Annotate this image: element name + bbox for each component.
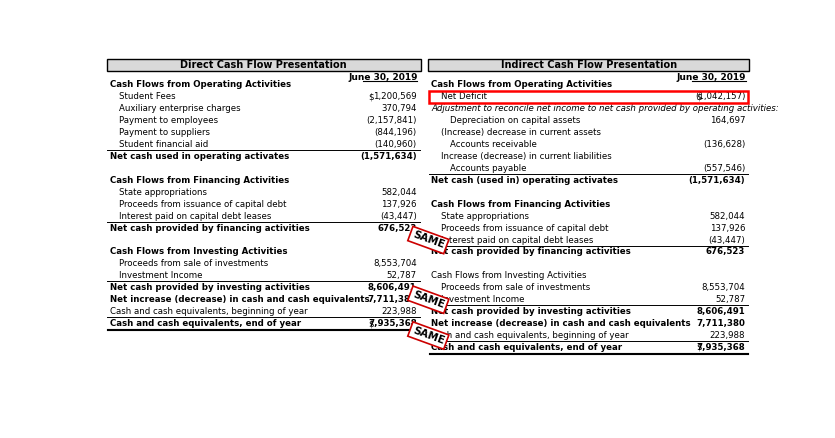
Text: 370,794: 370,794 — [382, 104, 417, 113]
Text: Cash Flows from Investing Activities: Cash Flows from Investing Activities — [432, 272, 587, 280]
Text: 582,044: 582,044 — [710, 212, 746, 221]
Bar — [429, 91, 748, 103]
Text: Cash and cash equivalents, beginning of year: Cash and cash equivalents, beginning of … — [432, 331, 629, 340]
Text: Proceeds from sale of investments: Proceeds from sale of investments — [441, 283, 590, 292]
Text: June 30, 2019: June 30, 2019 — [348, 73, 418, 82]
Text: 7,711,380: 7,711,380 — [368, 295, 417, 304]
Bar — [428, 59, 749, 71]
Text: Cash Flows from Financing Activities: Cash Flows from Financing Activities — [432, 200, 610, 209]
Text: Cash and cash equivalents, end of year: Cash and cash equivalents, end of year — [432, 343, 623, 352]
Bar — [107, 59, 421, 71]
Text: Adjustment to reconcile net income to net cash provided by operating activities:: Adjustment to reconcile net income to ne… — [432, 104, 779, 113]
Text: Payment to employees: Payment to employees — [119, 116, 218, 125]
Text: Accounts receivable: Accounts receivable — [450, 140, 537, 149]
Text: Interest paid on capital debt leases: Interest paid on capital debt leases — [441, 236, 593, 244]
Text: SAME: SAME — [411, 230, 446, 251]
Text: (140,960): (140,960) — [375, 140, 417, 149]
Text: $: $ — [368, 92, 373, 101]
Text: 7,711,380: 7,711,380 — [696, 319, 746, 328]
Text: 8,606,491: 8,606,491 — [368, 283, 417, 292]
Text: 164,697: 164,697 — [710, 116, 746, 125]
Text: 8,606,491: 8,606,491 — [696, 307, 746, 316]
Text: Cash and cash equivalents, end of year: Cash and cash equivalents, end of year — [109, 319, 301, 328]
Text: Net cash (used in) operating activates: Net cash (used in) operating activates — [432, 176, 619, 185]
Text: $: $ — [696, 92, 702, 101]
Text: Student Fees: Student Fees — [119, 92, 175, 101]
Text: June 30, 2019: June 30, 2019 — [676, 73, 746, 82]
Text: 676,523: 676,523 — [706, 247, 746, 257]
Text: Net Deficit: Net Deficit — [441, 92, 487, 101]
Text: (43,447): (43,447) — [380, 212, 417, 221]
Text: 1,200,569: 1,200,569 — [373, 92, 417, 101]
Text: 8,553,704: 8,553,704 — [701, 283, 746, 292]
Text: Net cash provided by investing activities: Net cash provided by investing activitie… — [432, 307, 631, 316]
Text: Depreciation on capital assets: Depreciation on capital assets — [450, 116, 580, 125]
Text: 52,787: 52,787 — [715, 295, 746, 304]
Text: Investment Income: Investment Income — [119, 272, 203, 280]
Text: Cash Flows from Operating Activities: Cash Flows from Operating Activities — [432, 81, 613, 89]
Text: Auxiliary enterprise charges: Auxiliary enterprise charges — [119, 104, 240, 113]
Text: (1,042,157): (1,042,157) — [695, 92, 746, 101]
Text: 137,926: 137,926 — [382, 200, 417, 209]
Text: $: $ — [696, 343, 702, 352]
Text: SAME: SAME — [411, 290, 446, 310]
Text: Cash Flows from Investing Activities: Cash Flows from Investing Activities — [109, 247, 287, 257]
Text: Direct Cash Flow Presentation: Direct Cash Flow Presentation — [180, 60, 347, 70]
Text: Net cash provided by investing activities: Net cash provided by investing activitie… — [109, 283, 310, 292]
Text: (2,157,841): (2,157,841) — [367, 116, 417, 125]
Text: 8,553,704: 8,553,704 — [373, 259, 417, 268]
Text: State appropriations: State appropriations — [119, 188, 207, 197]
Text: 52,787: 52,787 — [387, 272, 417, 280]
Text: Increase (decrease) in current liabilities: Increase (decrease) in current liabiliti… — [441, 152, 611, 161]
Text: Interest paid on capital debt leases: Interest paid on capital debt leases — [119, 212, 271, 221]
Text: Net increase (decrease) in cash and cash equivalents: Net increase (decrease) in cash and cash… — [109, 295, 369, 304]
Text: (557,546): (557,546) — [703, 164, 746, 173]
Text: Investment Income: Investment Income — [441, 295, 524, 304]
Text: (43,447): (43,447) — [709, 236, 746, 244]
Text: 582,044: 582,044 — [381, 188, 417, 197]
Text: 676,523: 676,523 — [377, 224, 417, 233]
Text: Cash Flows from Financing Activities: Cash Flows from Financing Activities — [109, 176, 289, 185]
Text: Net cash provided by financing activities: Net cash provided by financing activitie… — [109, 224, 310, 233]
Text: (136,628): (136,628) — [703, 140, 746, 149]
Text: Net cash used in operating activates: Net cash used in operating activates — [109, 152, 289, 161]
Text: 223,988: 223,988 — [710, 331, 746, 340]
Text: Payment to suppliers: Payment to suppliers — [119, 128, 210, 137]
Text: (844,196): (844,196) — [375, 128, 417, 137]
Text: 137,926: 137,926 — [710, 224, 746, 233]
Text: Net increase (decrease) in cash and cash equivalents: Net increase (decrease) in cash and cash… — [432, 319, 691, 328]
Text: 7,935,368: 7,935,368 — [696, 343, 746, 352]
Text: 7,935,368: 7,935,368 — [368, 319, 417, 328]
Text: $: $ — [368, 319, 373, 328]
Text: Student financial aid: Student financial aid — [119, 140, 209, 149]
Text: (1,571,634): (1,571,634) — [689, 176, 746, 185]
Text: SAME: SAME — [411, 325, 446, 346]
Text: (Increase) decrease in current assets: (Increase) decrease in current assets — [441, 128, 600, 137]
Text: Cash Flows from Operating Activities: Cash Flows from Operating Activities — [109, 81, 291, 89]
Text: 223,988: 223,988 — [382, 307, 417, 316]
Text: Accounts payable: Accounts payable — [450, 164, 527, 173]
Text: (1,571,634): (1,571,634) — [360, 152, 417, 161]
Text: State appropriations: State appropriations — [441, 212, 529, 221]
Text: Proceeds from sale of investments: Proceeds from sale of investments — [119, 259, 268, 268]
Text: Proceeds from issuance of capital debt: Proceeds from issuance of capital debt — [119, 200, 286, 209]
Text: Net cash provided by financing activities: Net cash provided by financing activitie… — [432, 247, 631, 257]
Text: Proceeds from issuance of capital debt: Proceeds from issuance of capital debt — [441, 224, 608, 233]
Text: Cash and cash equivalents, beginning of year: Cash and cash equivalents, beginning of … — [109, 307, 307, 316]
Text: Indirect Cash Flow Presentation: Indirect Cash Flow Presentation — [501, 60, 677, 70]
